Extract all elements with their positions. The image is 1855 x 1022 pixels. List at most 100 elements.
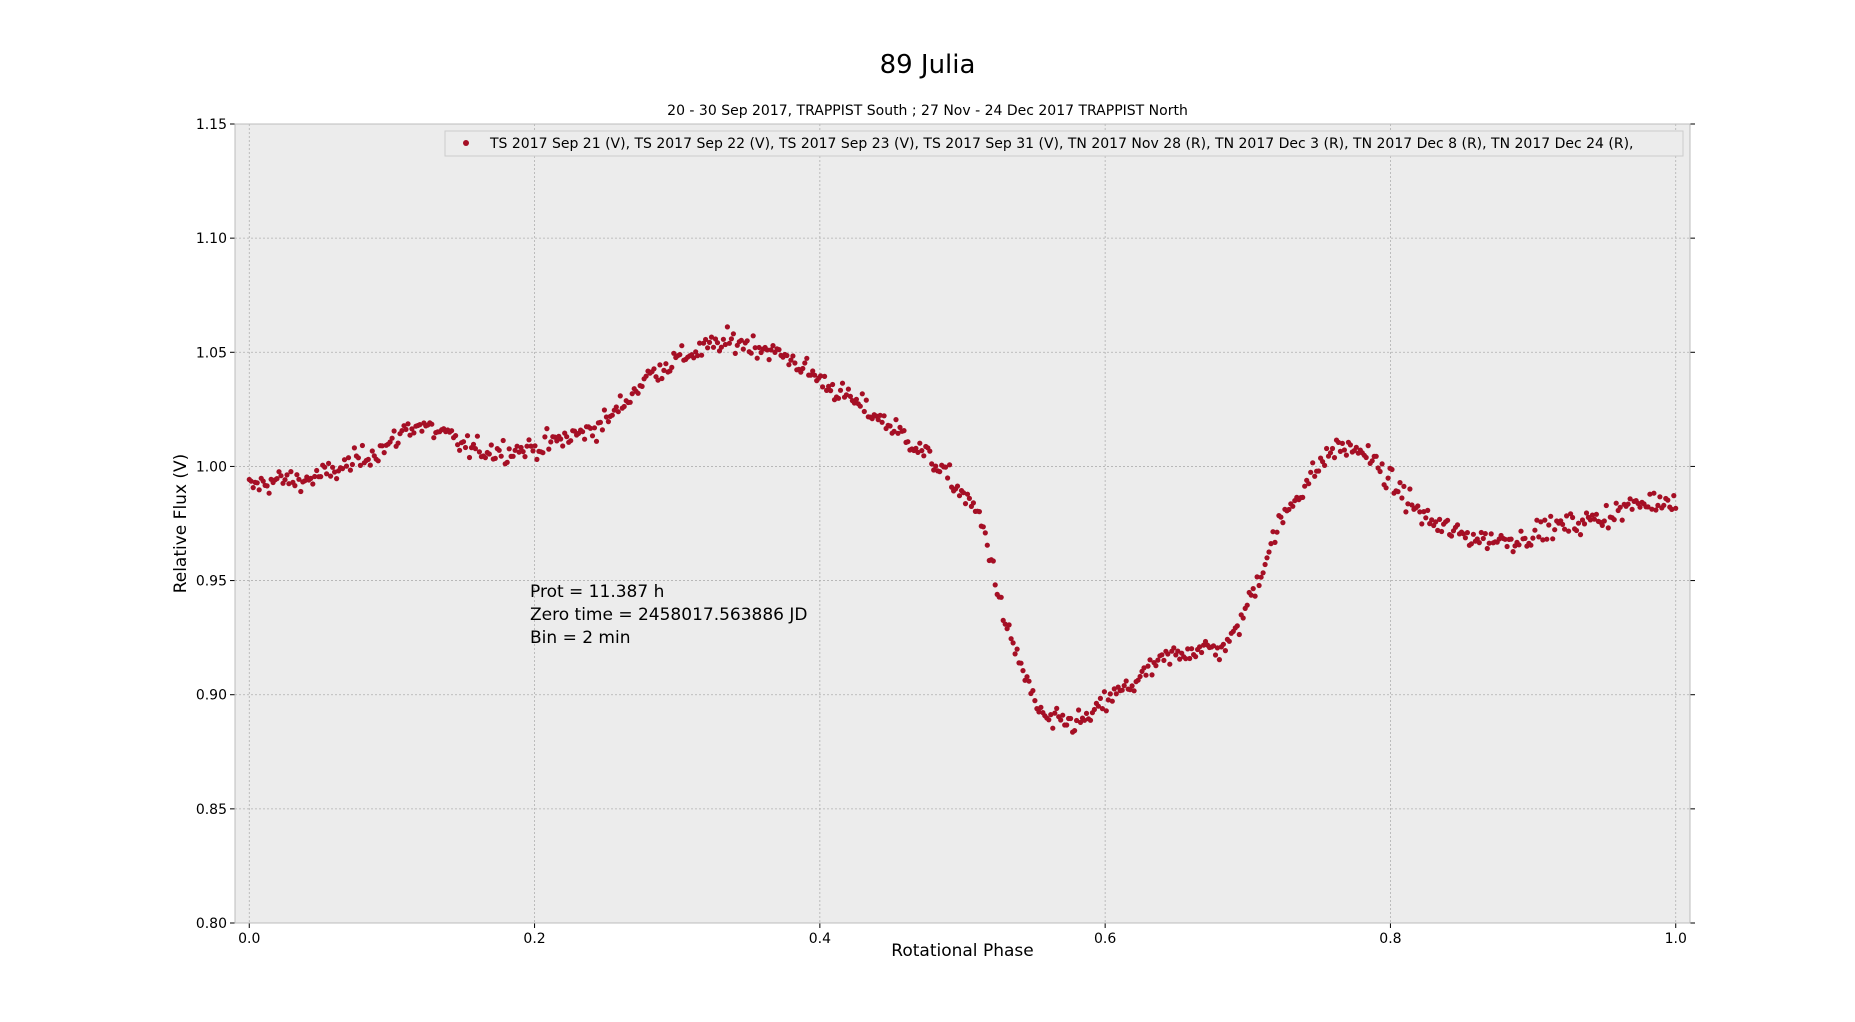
data-point: [1149, 672, 1155, 678]
data-point: [1095, 703, 1101, 709]
data-point: [1054, 705, 1060, 712]
data-point: [1577, 532, 1584, 538]
data-point: [1655, 502, 1661, 508]
data-point: [691, 355, 697, 361]
data-point: [264, 483, 270, 489]
data-point: [937, 469, 943, 475]
data-point: [609, 412, 615, 418]
data-point: [845, 386, 852, 392]
x-tick-label: 0.8: [1379, 931, 1401, 947]
annotation: Prot = 11.387 h Zero time = 2458017.5638…: [530, 582, 808, 648]
data-point: [790, 353, 796, 359]
data-point: [1417, 509, 1423, 515]
data-point: [732, 350, 738, 356]
x-tick-label: 0.6: [1094, 931, 1116, 947]
data-point: [1544, 536, 1550, 542]
data-point: [1008, 636, 1014, 642]
data-point: [962, 501, 969, 507]
data-point: [466, 454, 473, 461]
data-point: [1091, 706, 1097, 713]
data-point: [1433, 519, 1439, 525]
data-point: [1445, 517, 1451, 523]
data-point: [1290, 503, 1296, 509]
data-point: [1234, 623, 1240, 629]
data-point: [1425, 507, 1431, 513]
data-point: [1177, 656, 1183, 662]
data-point: [705, 345, 711, 351]
data-point: [744, 338, 750, 344]
data-point: [504, 459, 510, 465]
data-point: [1081, 717, 1088, 723]
data-point: [1248, 592, 1254, 598]
data-point: [1460, 531, 1467, 537]
data-point: [1322, 462, 1328, 468]
data-point: [286, 481, 292, 487]
data-point: [1504, 543, 1510, 550]
data-point: [929, 461, 935, 467]
data-point: [1532, 527, 1538, 533]
data-point: [530, 448, 536, 454]
data-point: [496, 447, 502, 453]
data-point: [379, 443, 385, 449]
data-point: [1131, 688, 1137, 694]
data-point: [927, 448, 933, 454]
data-point: [708, 334, 715, 340]
data-point: [1587, 517, 1593, 523]
data-point: [1409, 502, 1415, 508]
data-point: [655, 377, 661, 383]
data-point: [1649, 506, 1655, 512]
data-point: [980, 524, 986, 530]
data-point: [738, 337, 744, 343]
data-point: [1010, 640, 1016, 646]
data-point: [1103, 708, 1109, 714]
data-point: [1300, 494, 1306, 500]
data-point: [1278, 514, 1284, 520]
data-point: [651, 366, 657, 372]
data-point: [506, 446, 512, 452]
data-point: [1399, 495, 1405, 501]
data-point: [679, 343, 685, 349]
data-point: [1627, 496, 1633, 502]
data-point: [532, 443, 538, 449]
data-point: [341, 457, 348, 463]
data-point: [1145, 663, 1151, 669]
data-point: [802, 360, 808, 366]
annotation-zero-time: Zero time = 2458017.563886 JD: [530, 605, 808, 625]
data-point: [474, 433, 480, 439]
data-point: [669, 364, 675, 370]
data-point: [1129, 683, 1135, 689]
data-point: [905, 439, 911, 445]
data-point: [540, 450, 546, 456]
data-point: [1613, 500, 1619, 506]
data-point: [1262, 561, 1268, 568]
data-point: [349, 461, 355, 468]
y-tick-label: 0.95: [196, 574, 227, 590]
data-point: [1137, 673, 1143, 680]
data-point: [706, 339, 713, 345]
data-point: [1435, 527, 1441, 534]
data-point: [1270, 529, 1276, 535]
axis-ticks: 0.0 0.2 0.4 0.6 0.8 1.0 0.80 0.85 0.90 0.95 1.00 1.…: [196, 117, 1695, 947]
data-point: [1280, 520, 1286, 526]
data-point: [891, 428, 897, 434]
data-point: [1437, 516, 1443, 523]
data-point: [748, 350, 754, 356]
data-point: [613, 404, 619, 410]
data-point: [718, 344, 725, 350]
data-point: [1087, 717, 1094, 723]
data-point: [1488, 531, 1494, 537]
data-point: [1306, 481, 1312, 487]
data-point: [405, 421, 411, 427]
data-point: [312, 473, 318, 480]
data-point: [776, 347, 782, 353]
data-point: [788, 357, 794, 363]
data-point: [260, 478, 266, 484]
data-point: [589, 433, 596, 439]
data-point: [966, 495, 973, 501]
data-point: [1593, 511, 1599, 517]
data-point: [1018, 660, 1024, 666]
data-point: [1546, 522, 1552, 528]
data-point: [818, 373, 824, 379]
x-tick-label: 0.4: [809, 931, 831, 947]
data-point: [1339, 440, 1345, 446]
